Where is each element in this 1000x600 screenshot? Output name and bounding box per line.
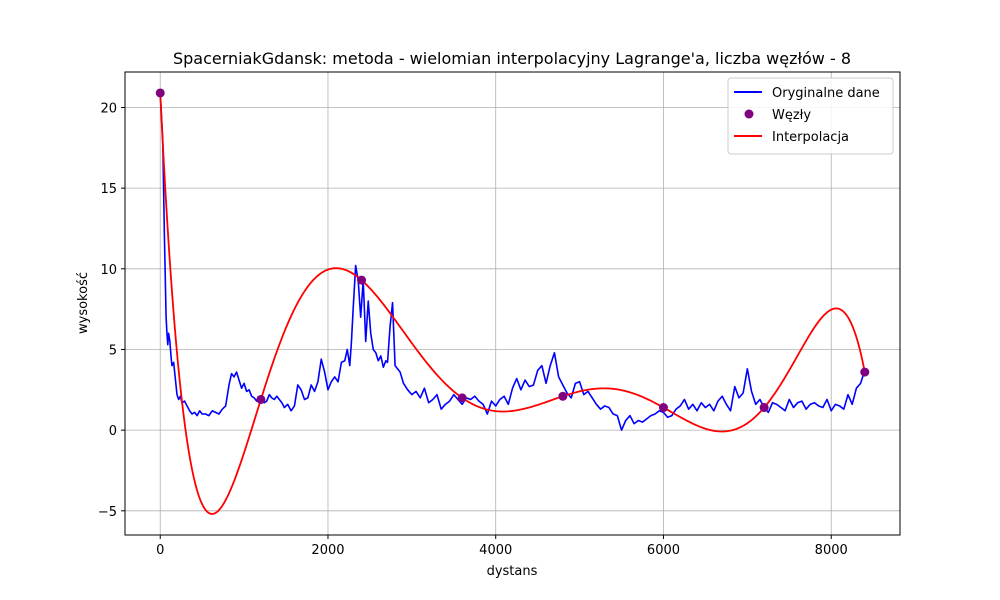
- series-line-interpolation: [159, 92, 866, 515]
- node-point: [558, 391, 568, 401]
- y-tick-label: 20: [100, 101, 117, 116]
- y-tick-label: 15: [100, 182, 117, 197]
- legend-label: Interpolacja: [772, 130, 849, 145]
- y-tick-label: −5: [98, 505, 117, 520]
- y-axis-label: wysokość: [76, 272, 91, 334]
- legend-marker: [744, 109, 754, 119]
- plot-frame: [124, 71, 901, 536]
- chart-title: SpacerniakGdansk: metoda - wielomian int…: [173, 49, 851, 68]
- axis-ticks: 0 2000 4000 6000 8000 −5 0 5 10 15 20: [98, 101, 848, 558]
- legend-label: Oryginalne dane: [772, 86, 880, 101]
- x-axis-label: dystans: [487, 564, 538, 579]
- legend: Oryginalne dane Węzły Interpolacja: [727, 77, 894, 155]
- node-point: [658, 403, 668, 413]
- legend-box: [727, 77, 894, 155]
- x-tick-label: 8000: [815, 543, 848, 558]
- node-point: [860, 367, 870, 377]
- x-tick-label: 0: [156, 543, 164, 558]
- node-point: [457, 393, 467, 403]
- node-point: [357, 275, 367, 285]
- series-line-original: [159, 92, 866, 431]
- y-tick-label: 5: [109, 343, 117, 358]
- y-tick-label: 10: [100, 263, 117, 278]
- plot-area: [155, 88, 870, 515]
- node-point: [155, 88, 165, 98]
- x-tick-label: 4000: [479, 543, 512, 558]
- legend-label: Węzły: [772, 108, 811, 123]
- x-tick-label: 6000: [647, 543, 680, 558]
- x-tick-label: 2000: [311, 543, 344, 558]
- node-point: [759, 403, 769, 413]
- node-point: [256, 394, 266, 404]
- y-tick-label: 0: [109, 424, 117, 439]
